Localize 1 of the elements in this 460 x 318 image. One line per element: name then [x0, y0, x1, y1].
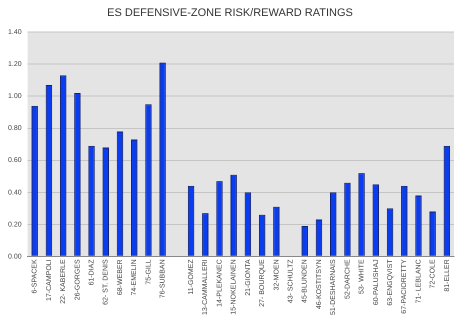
chart-title: ES DEFENSIVE-ZONE RISK/REWARD RATINGS [106, 6, 354, 21]
